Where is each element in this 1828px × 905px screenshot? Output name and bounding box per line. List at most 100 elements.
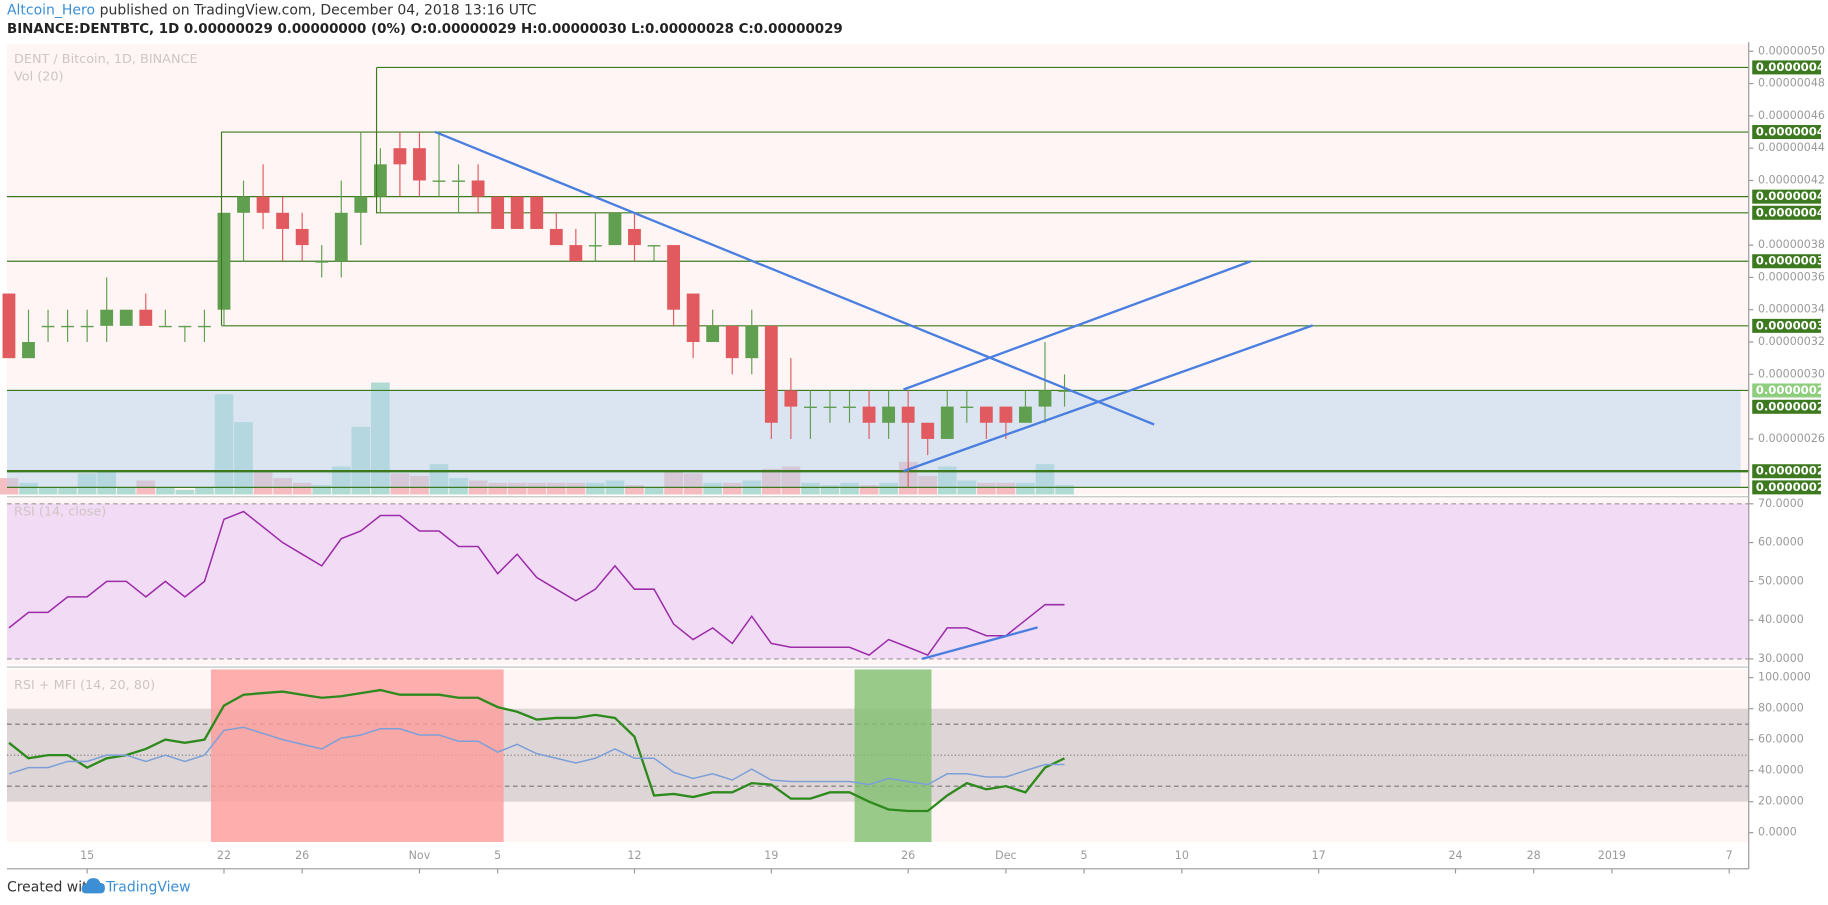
candle-body bbox=[452, 180, 465, 182]
volume-bar bbox=[820, 485, 840, 495]
candle-body bbox=[432, 180, 446, 182]
candle-body bbox=[471, 180, 485, 197]
candle-body bbox=[1058, 390, 1071, 392]
volume-bar bbox=[859, 485, 879, 495]
x-tick-label: 12 bbox=[627, 849, 641, 862]
level-label-box bbox=[1752, 60, 1822, 75]
last-price-label: 0.00000029 bbox=[1756, 383, 1828, 397]
candle-body bbox=[139, 309, 153, 326]
y-tick-label: 0.00000032 bbox=[1758, 335, 1825, 348]
footer-brand[interactable]: TradingView bbox=[105, 880, 190, 896]
range-box bbox=[6, 389, 1741, 488]
volume-bar bbox=[722, 482, 742, 495]
candle-body bbox=[178, 325, 192, 328]
x-tick-label: 17 bbox=[1312, 849, 1326, 862]
candle-body bbox=[569, 245, 583, 262]
volume-bar bbox=[175, 489, 195, 495]
y-tick-label: 60.0000 bbox=[1758, 536, 1804, 549]
band bbox=[6, 503, 1749, 659]
x-tick-label: 26 bbox=[295, 849, 309, 862]
symbol-line: BINANCE:DENTBTC, 1D 0.00000029 0.0000000… bbox=[7, 22, 843, 37]
level-label: 0.00000049 bbox=[1756, 60, 1828, 74]
candle-body bbox=[276, 212, 290, 229]
level-label-box bbox=[1752, 480, 1822, 495]
x-tick-label: 5 bbox=[494, 849, 501, 862]
volume-bar bbox=[58, 487, 77, 495]
volume-bar bbox=[546, 482, 566, 495]
published: published on TradingView.com, December 0… bbox=[100, 2, 537, 18]
footer-text: Created with bbox=[7, 880, 96, 896]
candle-body bbox=[940, 406, 954, 439]
candle-body bbox=[354, 196, 368, 213]
y-tick-label: 0.0000 bbox=[1758, 826, 1797, 839]
candle-body bbox=[608, 212, 622, 246]
candle-body bbox=[588, 245, 602, 247]
trend-line bbox=[903, 324, 1314, 473]
x-tick-label: Dec bbox=[995, 849, 1016, 862]
candle-body bbox=[373, 164, 387, 197]
candle-body bbox=[393, 148, 407, 165]
level-label: 0.00000045 bbox=[1756, 125, 1828, 139]
candle-body bbox=[804, 406, 817, 409]
overbought-zone bbox=[211, 669, 504, 843]
candle-body bbox=[158, 325, 172, 328]
x-tick-label: 15 bbox=[80, 849, 94, 862]
y-tick-label: 0.00000038 bbox=[1758, 238, 1825, 251]
y-tick-label: 40.0000 bbox=[1758, 613, 1804, 626]
x-tick-label: 10 bbox=[1175, 849, 1189, 862]
volume-bar bbox=[644, 487, 664, 495]
author[interactable]: Altcoin_Hero bbox=[7, 2, 95, 18]
marks-layer: 15 22 26 Nov 5 12 19 26 Dec 5 10 17 24 28 2019 70.00000… bbox=[2, 44, 1828, 874]
candle-body bbox=[921, 422, 935, 439]
candle-body bbox=[217, 212, 231, 310]
indicator-line bbox=[8, 510, 1065, 656]
volume-bar bbox=[527, 482, 547, 495]
y-tick-label: 60.0000 bbox=[1758, 733, 1804, 746]
x-tick-label: 5 bbox=[1081, 849, 1088, 862]
volume-bar bbox=[19, 482, 38, 495]
candle-body bbox=[745, 325, 759, 359]
y-tick-label: 0.00000026 bbox=[1758, 432, 1825, 445]
candle-body bbox=[647, 245, 661, 247]
y-tick-label: 0.00000044 bbox=[1758, 141, 1825, 154]
candle-body bbox=[256, 196, 270, 213]
x-tick-label: 19 bbox=[764, 849, 778, 862]
candle-body bbox=[315, 261, 329, 263]
candle-body bbox=[530, 196, 544, 229]
indicator-line bbox=[8, 688, 1066, 813]
candle-body bbox=[1038, 390, 1052, 407]
candle-body bbox=[510, 196, 524, 229]
candle-body bbox=[979, 406, 993, 423]
candle-body bbox=[667, 245, 680, 310]
candle-body bbox=[80, 325, 94, 328]
y-tick-label: 80.0000 bbox=[1758, 702, 1804, 715]
candle-body bbox=[334, 212, 348, 262]
candle-body bbox=[706, 325, 720, 343]
volume-bar bbox=[566, 482, 586, 495]
indicator-line bbox=[8, 726, 1065, 786]
y-tick-label: 0.00000030 bbox=[1758, 367, 1825, 380]
level-label: 0.00000040 bbox=[1756, 205, 1828, 219]
volume-bar bbox=[488, 482, 507, 495]
candle-body bbox=[843, 406, 856, 409]
level-label-box bbox=[1752, 205, 1822, 220]
volume-bar bbox=[625, 485, 644, 495]
level-label-box bbox=[1752, 464, 1822, 479]
x-tick-label: 22 bbox=[217, 849, 231, 862]
candle-body bbox=[628, 228, 641, 246]
divergence-line bbox=[921, 626, 1038, 661]
pane-title: RSI (14, close) bbox=[14, 504, 106, 519]
candle-body bbox=[686, 293, 700, 343]
volume-bar bbox=[116, 487, 136, 495]
candle-body bbox=[198, 325, 211, 328]
volume-bar bbox=[156, 487, 175, 495]
y-tick-label: 0.00000048 bbox=[1758, 77, 1825, 90]
y-tick-label: 40.0000 bbox=[1758, 764, 1804, 777]
candle-body bbox=[413, 148, 426, 181]
pane-title: RSI + MFI (14, 20, 80) bbox=[14, 678, 155, 693]
candle-body bbox=[1019, 406, 1032, 423]
candle-body bbox=[960, 406, 974, 409]
level-label-box bbox=[1752, 318, 1822, 333]
volume-bar bbox=[703, 482, 723, 495]
